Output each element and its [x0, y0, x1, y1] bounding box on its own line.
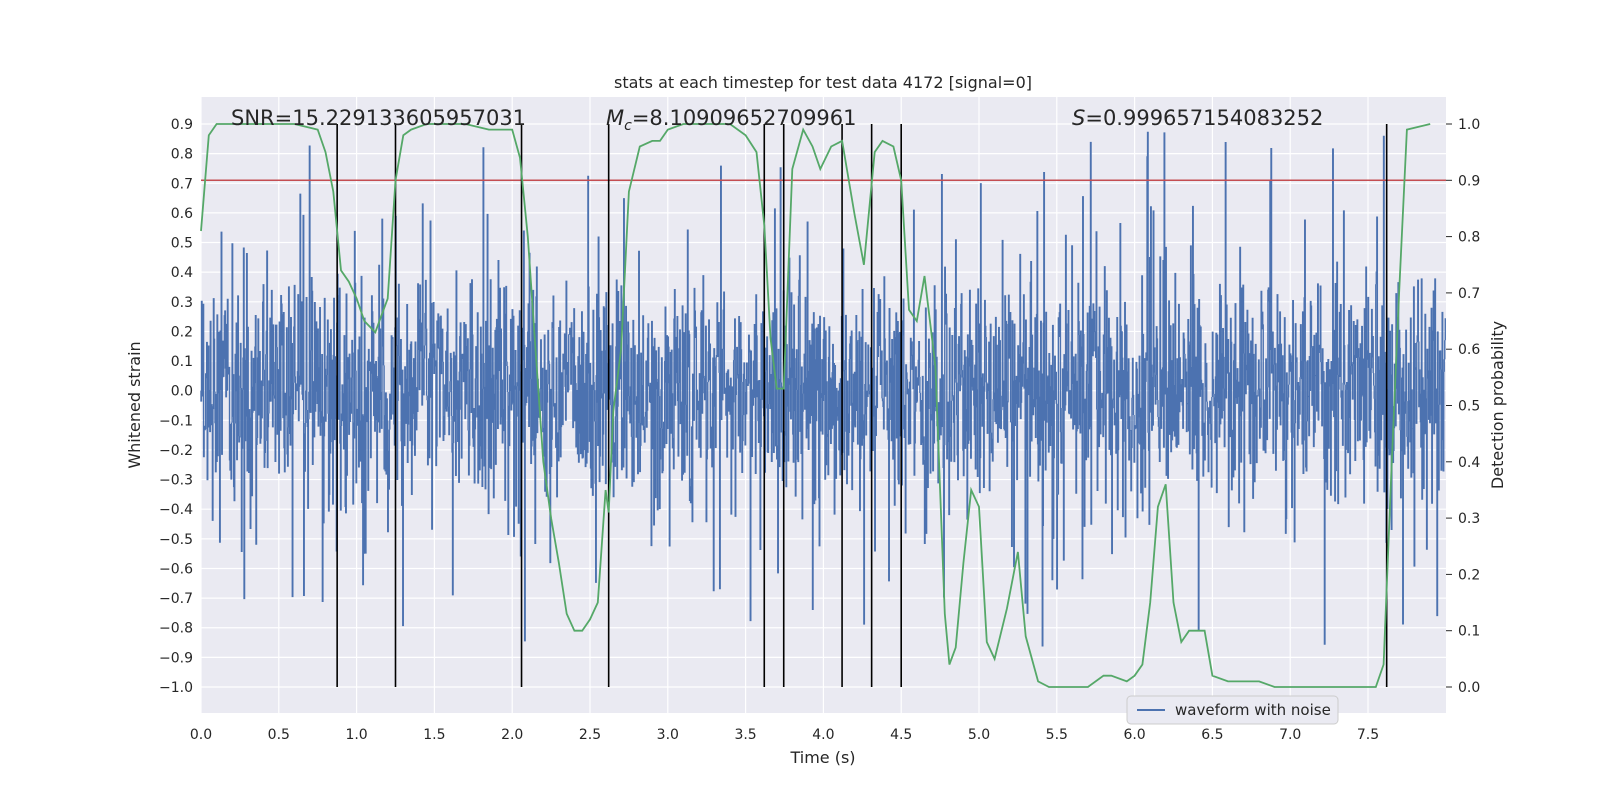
- y-tick-label: −0.4: [159, 502, 193, 518]
- y-tick-label: 0.2: [171, 324, 193, 340]
- legend-box: [1126, 695, 1339, 725]
- y-tick-labels: 0.9 0.8 0.7 0.6 0.5 0.4 0.3 0.2 0.1 0.0 −0.1 −0.2 −0…: [159, 117, 193, 696]
- x-axis-label: Time (s): [789, 748, 855, 767]
- y2-tick-label: 0.6: [1458, 342, 1480, 358]
- x-tick-label: 1.0: [345, 727, 367, 743]
- x-tick-label: 0.5: [268, 727, 290, 743]
- y2-tick-label: 0.4: [1458, 455, 1480, 471]
- score-annotation: S=0.999657154083252: [1072, 106, 1323, 130]
- y2-tick-label: 0.7: [1458, 286, 1480, 302]
- y2-tick-label: 0.2: [1458, 567, 1480, 583]
- x-tick-label: 5.0: [968, 727, 990, 743]
- x-tick-labels: 0.0 0.5 1.0 1.5 2.0 2.5 3.0 3.5 4.0 4.5 5.0 5.5 6.0 6…: [190, 727, 1379, 743]
- chirp-mass-annotation: Mc=8.10909652709961: [606, 106, 857, 134]
- x-tick-label: 2.5: [579, 727, 601, 743]
- y-tick-label: −0.1: [159, 413, 193, 429]
- legend: waveform with noise: [1126, 695, 1339, 725]
- chirp-mass-symbol: M: [606, 106, 624, 130]
- y2-axis-label: Detection probability: [1488, 321, 1507, 489]
- probability-series: [200, 123, 1431, 688]
- y-tick-label: 0.9: [171, 117, 193, 133]
- score-symbol: S: [1072, 106, 1085, 130]
- y2-tick-label: 0.5: [1458, 399, 1480, 415]
- x-tick-label: 6.5: [1201, 727, 1223, 743]
- y-tick-label: −0.8: [159, 621, 193, 637]
- y2-tick-label: 0.8: [1458, 230, 1480, 246]
- x-tick-label: 7.0: [1279, 727, 1301, 743]
- event-lines: [336, 124, 1388, 687]
- y-tick-label: −0.7: [159, 591, 193, 607]
- chirp-mass-subscript: c: [624, 118, 632, 134]
- y-tick-label: −0.9: [159, 650, 193, 666]
- y2-tick-label: 0.0: [1458, 680, 1480, 696]
- y-tick-label: 0.8: [171, 147, 193, 163]
- y2-tick-label: 0.3: [1458, 511, 1480, 527]
- y-tick-label: 0.5: [171, 236, 193, 252]
- y-tick-label: −1.0: [159, 680, 193, 696]
- x-tick-label: 4.5: [890, 727, 912, 743]
- y-tick-label: −0.5: [159, 532, 193, 548]
- chirp-mass-value: =8.10909652709961: [632, 106, 857, 130]
- y2-tick-label: 0.1: [1458, 624, 1480, 640]
- y-tick-label: 0.4: [171, 265, 193, 281]
- x-tick-label: 3.0: [657, 727, 679, 743]
- x-tick-label: 2.0: [501, 727, 523, 743]
- waveform-series: [200, 131, 1446, 647]
- y-tick-label: 0.0: [171, 384, 193, 400]
- legend-waveform-label: waveform with noise: [1175, 701, 1331, 719]
- y-axis-label: Whitened strain: [125, 341, 144, 468]
- y2-tick-labels: 1.0 0.9 0.8 0.7 0.6 0.5 0.4 0.3 0.2 0.1 0.0: [1446, 117, 1480, 696]
- x-tick-label: 6.0: [1123, 727, 1145, 743]
- y-tick-label: −0.2: [159, 443, 193, 459]
- x-tick-label: 5.5: [1046, 727, 1068, 743]
- x-tick-label: 7.5: [1357, 727, 1379, 743]
- chart-title: stats at each timestep for test data 417…: [614, 73, 1032, 92]
- waveform-trace: [200, 131, 1446, 647]
- x-tick-label: 0.0: [190, 727, 212, 743]
- x-tick-label: 4.0: [812, 727, 834, 743]
- y-tick-label: 0.6: [171, 206, 193, 222]
- y-tick-label: 0.7: [171, 176, 193, 192]
- y2-tick-label: 0.9: [1458, 173, 1480, 189]
- x-tick-label: 3.5: [734, 727, 756, 743]
- y2-tick-label: 1.0: [1458, 117, 1480, 133]
- snr-annotation: SNR=15.229133605957031: [231, 106, 526, 130]
- score-value: =0.999657154083252: [1085, 106, 1323, 130]
- y-tick-label: 0.3: [171, 295, 193, 311]
- y-tick-label: 0.1: [171, 354, 193, 370]
- y-tick-label: −0.6: [159, 561, 193, 577]
- y-tick-label: −0.3: [159, 473, 193, 489]
- x-tick-label: 1.5: [423, 727, 445, 743]
